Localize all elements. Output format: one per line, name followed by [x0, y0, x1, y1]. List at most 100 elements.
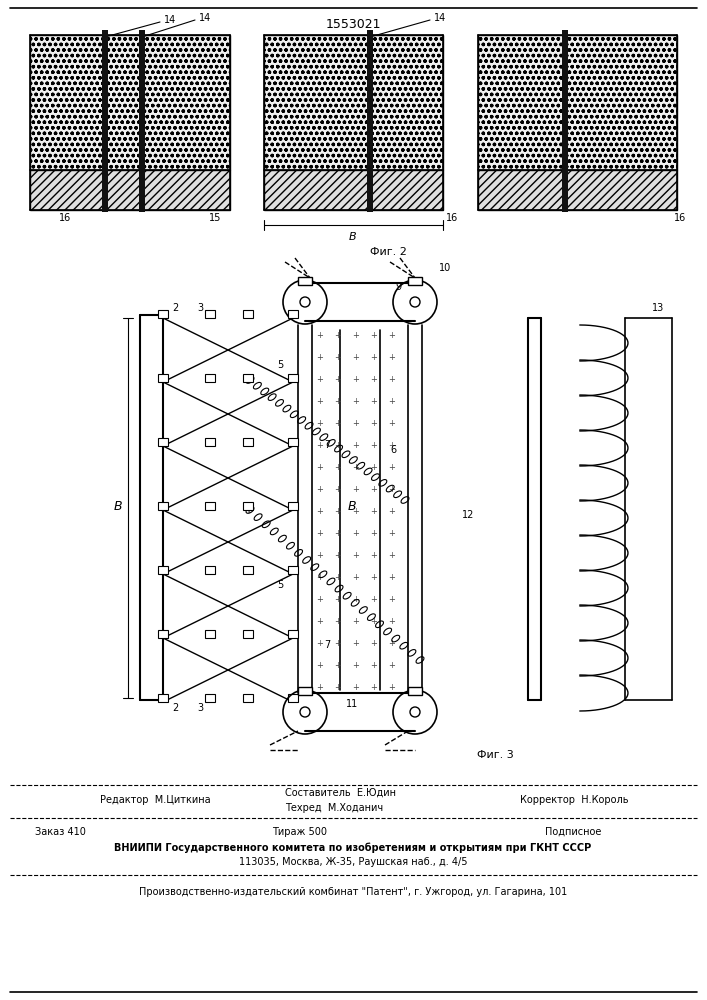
Text: +: + [389, 639, 395, 648]
Text: +: + [389, 572, 395, 582]
Text: +: + [353, 485, 359, 493]
Bar [205, 694, 215, 702]
Bar [243, 630, 253, 638]
Text: +: + [370, 418, 378, 428]
Text: +: + [317, 374, 323, 383]
Text: +: + [370, 528, 378, 538]
Circle shape [410, 707, 420, 717]
Text: 6: 6 [390, 445, 396, 455]
Bar [102, 30, 108, 212]
Text: +: + [370, 374, 378, 383]
Text: Составитель  Е.Юдин: Составитель Е.Юдин [285, 788, 396, 798]
Text: +: + [370, 396, 378, 406]
Text: +: + [317, 528, 323, 538]
Bar [288, 502, 298, 510]
Bar [205, 438, 215, 446]
Bar [243, 502, 253, 510]
Text: +: + [334, 639, 341, 648]
Bar [158, 566, 168, 574]
Text: +: + [334, 396, 341, 406]
Text: 3: 3 [197, 703, 203, 713]
Text: +: + [389, 396, 395, 406]
Bar [205, 566, 215, 574]
Text: +: + [353, 616, 359, 626]
Text: +: + [317, 440, 323, 450]
Text: +: + [353, 660, 359, 670]
Text: +: + [353, 682, 359, 692]
Text: 13: 13 [652, 303, 664, 313]
Bar [264, 170, 443, 210]
Text: +: + [353, 572, 359, 582]
Text: Заказ 410: Заказ 410 [35, 827, 86, 837]
Text: +: + [370, 485, 378, 493]
Bar [243, 566, 253, 574]
Text: 14: 14 [199, 13, 211, 23]
Text: +: + [370, 353, 378, 361]
Circle shape [410, 297, 420, 307]
Text: +: + [317, 462, 323, 472]
Bar [478, 35, 677, 170]
Text: +: + [389, 462, 395, 472]
Text: +: + [389, 485, 395, 493]
Text: +: + [389, 353, 395, 361]
Text: +: + [370, 330, 378, 340]
Text: 16: 16 [59, 213, 71, 223]
Bar [298, 687, 312, 695]
Text: 1553021: 1553021 [325, 18, 381, 31]
Bar [243, 438, 253, 446]
Text: +: + [334, 440, 341, 450]
Text: 16: 16 [674, 213, 686, 223]
Bar [367, 30, 373, 212]
Text: +: + [353, 594, 359, 603]
Text: B: B [349, 232, 357, 242]
Bar [158, 694, 168, 702]
Text: +: + [353, 462, 359, 472]
Text: +: + [317, 572, 323, 582]
Text: +: + [317, 506, 323, 516]
Text: Фиг. 3: Фиг. 3 [477, 750, 513, 760]
Bar [562, 30, 568, 212]
Text: +: + [353, 353, 359, 361]
Bar [205, 630, 215, 638]
Text: 9: 9 [395, 282, 401, 292]
Bar [298, 277, 312, 285]
Bar [158, 502, 168, 510]
Text: 7: 7 [324, 640, 330, 650]
Text: 11: 11 [346, 699, 358, 709]
Bar [408, 687, 422, 695]
Text: +: + [389, 550, 395, 560]
Text: +: + [370, 682, 378, 692]
Text: +: + [317, 682, 323, 692]
Text: +: + [353, 330, 359, 340]
Text: +: + [317, 660, 323, 670]
Text: +: + [334, 594, 341, 603]
Text: +: + [389, 374, 395, 383]
Bar [158, 374, 168, 382]
Text: +: + [334, 374, 341, 383]
Text: +: + [389, 682, 395, 692]
Text: 12: 12 [462, 510, 474, 520]
Bar [243, 694, 253, 702]
Bar [288, 566, 298, 574]
Text: 15: 15 [209, 213, 221, 223]
Text: +: + [334, 616, 341, 626]
Circle shape [300, 297, 310, 307]
Bar [158, 310, 168, 318]
Text: +: + [389, 506, 395, 516]
Bar [288, 694, 298, 702]
Text: +: + [334, 506, 341, 516]
Text: +: + [370, 572, 378, 582]
Text: B: B [348, 500, 356, 514]
Text: 10: 10 [439, 263, 451, 273]
Text: 2: 2 [172, 703, 178, 713]
Bar [30, 35, 230, 170]
Bar [158, 630, 168, 638]
Bar [205, 502, 215, 510]
Text: +: + [353, 639, 359, 648]
Bar [205, 310, 215, 318]
Text: Фиг. 2: Фиг. 2 [370, 247, 407, 257]
Bar [139, 30, 145, 212]
Text: 113035, Москва, Ж-35, Раушская наб., д. 4/5: 113035, Москва, Ж-35, Раушская наб., д. … [239, 857, 467, 867]
Text: +: + [353, 528, 359, 538]
Bar [478, 170, 677, 210]
